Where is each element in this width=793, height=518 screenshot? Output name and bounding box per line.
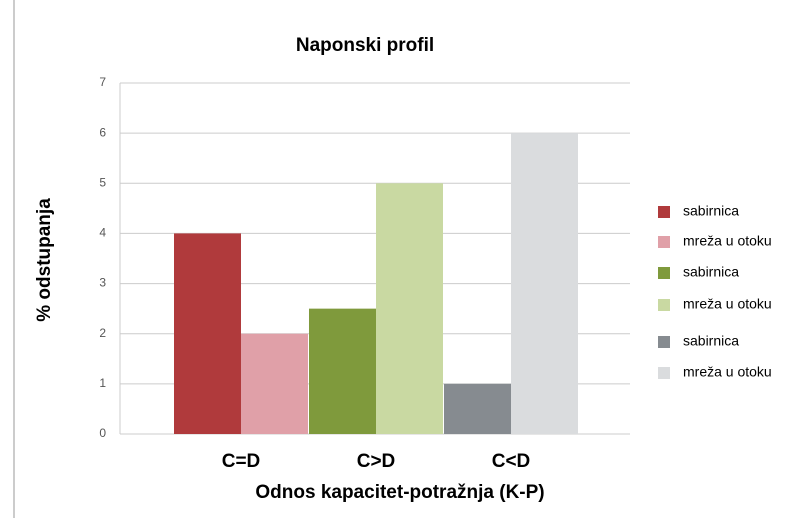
y-tick-label: 4	[99, 226, 106, 240]
y-tick-label: 3	[99, 276, 106, 290]
y-tick-label: 2	[99, 326, 106, 340]
y-tick-label: 5	[99, 175, 106, 189]
bar	[376, 183, 443, 434]
legend-swatch	[658, 206, 670, 218]
y-tick-label: 7	[99, 75, 106, 89]
bar	[444, 383, 511, 434]
legend-label: sabirnica	[683, 264, 739, 280]
legend-swatch	[658, 267, 670, 279]
legend-swatch	[658, 299, 670, 311]
legend-label: mreža u otoku	[683, 233, 772, 249]
legend-label: mreža u otoku	[683, 364, 772, 380]
legend-label: sabirnica	[683, 333, 739, 349]
x-tick-label: C=D	[222, 451, 261, 472]
legend-label: mreža u otoku	[683, 296, 772, 312]
bar	[174, 233, 241, 434]
legend-swatch	[658, 336, 670, 348]
chart-title: Naponski profil	[296, 35, 434, 56]
x-axis-label: Odnos kapacitet-potražnja (K-P)	[255, 482, 544, 503]
y-tick-label: 1	[99, 376, 106, 390]
legend-swatch	[658, 367, 670, 379]
legend-label: sabirnica	[683, 203, 739, 219]
bar	[309, 308, 376, 434]
y-tick-label: 0	[99, 426, 106, 440]
x-tick-label: C>D	[357, 451, 396, 472]
bar	[241, 333, 308, 434]
x-tick-label: C<D	[492, 451, 531, 472]
legend-swatch	[658, 236, 670, 248]
y-tick-label: 6	[99, 125, 106, 139]
y-axis-label: % odstupanja	[34, 198, 55, 322]
bar	[511, 133, 578, 434]
